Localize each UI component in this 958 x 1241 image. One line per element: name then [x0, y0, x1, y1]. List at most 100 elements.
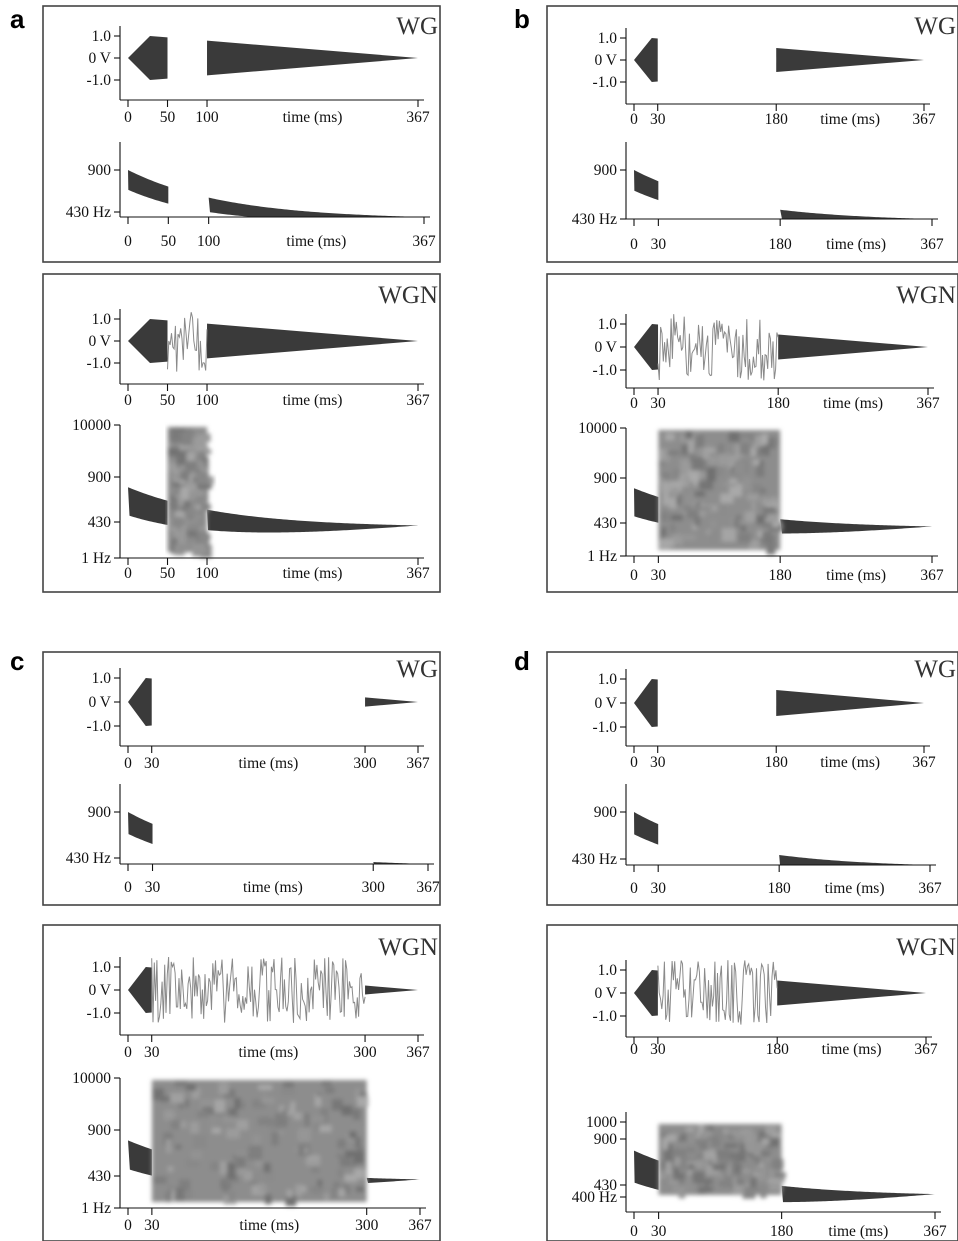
x-tick-label: 367	[912, 754, 936, 771]
noise-texture	[710, 1137, 722, 1149]
y-tick-label: 1.0	[598, 316, 618, 333]
noise-texture	[177, 543, 191, 553]
noise-texture	[766, 541, 776, 555]
x-axis-title: time (ms)	[825, 880, 885, 897]
noise-texture	[222, 1116, 236, 1124]
noise-texture	[733, 1163, 742, 1174]
noise-texture	[695, 1138, 701, 1145]
noise-texture	[152, 1088, 165, 1101]
noise-texture	[673, 1172, 686, 1180]
noise-texture	[757, 530, 768, 538]
noise-texture	[226, 1174, 237, 1180]
y-tick-label: -1.0	[86, 355, 111, 372]
x-tick-label: 367	[923, 1223, 947, 1240]
noise-texture	[685, 431, 693, 439]
noise-texture	[717, 443, 728, 456]
x-tick-label: 0	[630, 111, 638, 128]
noise-texture	[750, 1167, 761, 1172]
y-tick-label: 0 V	[594, 695, 617, 712]
glide-offset-segment	[207, 40, 418, 76]
noise-texture	[222, 1178, 228, 1192]
x-tick-label: 180	[765, 111, 789, 128]
noise-texture	[667, 450, 680, 456]
noise-spectrum	[658, 430, 784, 555]
y-tick-label: 1 Hz	[587, 548, 617, 565]
x-axis-title: time (ms)	[283, 109, 343, 126]
noise-texture	[752, 484, 763, 498]
x-tick-label: 0	[630, 880, 638, 897]
noise-texture	[743, 1131, 754, 1143]
noise-waveform	[151, 956, 366, 1023]
wg-box-frame	[42, 651, 441, 906]
x-tick-label: 367	[406, 565, 430, 582]
y-tick-label: -1.0	[592, 719, 617, 736]
x-tick-label: 0	[630, 236, 638, 253]
noise-texture	[331, 1099, 343, 1111]
noise-texture	[667, 1144, 673, 1154]
glide-onset-segment	[634, 324, 659, 370]
noise-texture	[324, 1193, 329, 1201]
x-tick-label: 367	[416, 879, 440, 896]
noise-texture	[175, 1144, 182, 1150]
noise-texture	[724, 1171, 733, 1185]
noise-texture	[711, 492, 716, 501]
y-tick-label: 430 Hz	[572, 851, 617, 868]
noise-texture	[687, 1170, 693, 1178]
noise-waveform	[657, 960, 778, 1025]
noise-texture	[681, 1133, 687, 1141]
noise-texture	[174, 495, 185, 506]
noise-texture	[168, 1185, 173, 1194]
noise-texture	[675, 1155, 682, 1160]
noise-texture	[683, 1182, 695, 1195]
noise-texture	[337, 1139, 346, 1149]
noise-texture	[249, 1180, 257, 1186]
panel-label: b	[514, 4, 530, 34]
noise-texture	[234, 1097, 241, 1109]
noise-texture	[704, 1125, 712, 1133]
glide-onset-spectrum	[634, 812, 659, 845]
noise-texture	[694, 516, 701, 526]
x-tick-label: 367	[914, 1041, 938, 1058]
noise-texture	[320, 1108, 328, 1123]
noise-texture	[737, 1154, 747, 1162]
noise-texture	[228, 1191, 236, 1202]
noise-texture	[665, 433, 675, 441]
glide-offset-spectrum	[780, 519, 932, 534]
noise-texture	[691, 491, 706, 497]
glide-offset-segment	[776, 689, 924, 717]
wg-waveform-plot: 1.0 0 V -1.0 0 50 100 367 time (ms)	[86, 26, 430, 126]
wgn-waveform-plot: 1.0 0 V -1.0 0 30 180 367 time (ms)	[592, 960, 938, 1058]
noise-texture	[718, 453, 731, 467]
noise-texture	[761, 433, 768, 445]
noise-texture	[724, 1143, 738, 1149]
x-tick-label: 100	[195, 392, 219, 409]
noise-texture	[743, 477, 752, 491]
wgn-box-frame	[546, 924, 958, 1241]
wg-waveform-plot: 1.0 0 V -1.0 0 30 180 367 time (ms)	[592, 669, 936, 771]
x-tick-label: 300	[353, 1044, 377, 1061]
noise-texture	[188, 474, 194, 482]
y-tick-label: 1.0	[598, 671, 618, 688]
x-tick-label: 0	[124, 1217, 132, 1234]
y-tick-label: 900	[594, 804, 618, 821]
x-tick-label: 367	[406, 755, 430, 772]
y-tick-label: 0 V	[594, 339, 617, 356]
noise-texture	[658, 475, 665, 485]
noise-texture	[162, 1144, 167, 1153]
glide-offset-spectrum	[780, 209, 932, 219]
noise-texture	[236, 1119, 249, 1131]
noise-texture	[731, 1130, 742, 1138]
noise-texture	[341, 1105, 353, 1116]
noise-texture	[200, 1099, 213, 1112]
noise-texture	[734, 518, 739, 528]
x-tick-label: 50	[160, 392, 176, 409]
x-tick-label: 367	[408, 1217, 432, 1234]
x-tick-label: 0	[124, 1044, 132, 1061]
noise-texture	[670, 514, 683, 521]
x-tick-label: 30	[144, 1217, 160, 1234]
wgn-box-frame	[546, 273, 958, 593]
noise-texture	[199, 532, 210, 547]
noise-texture	[252, 1134, 261, 1145]
noise-texture	[195, 496, 207, 505]
